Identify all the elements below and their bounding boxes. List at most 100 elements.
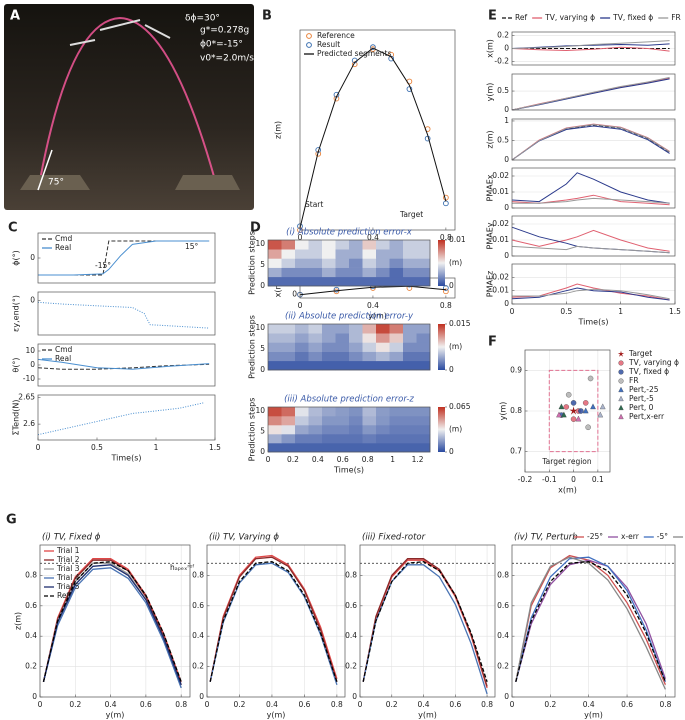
legend-label: FR (629, 376, 639, 385)
series-line (299, 47, 447, 229)
x-tick-label: 0.8 (175, 700, 187, 709)
axes-frame (39, 544, 191, 698)
heatmap-cell (362, 276, 377, 287)
legend-label: Trial 4 (56, 573, 80, 582)
legend-label: TV, varying ϕ (544, 13, 595, 22)
heatmap-cell (268, 258, 282, 268)
heatmap-cell (335, 324, 350, 334)
legend-label: Real (55, 243, 71, 252)
y-tick-label: 2.6 (23, 419, 35, 428)
y-tick-label: 0.4 (497, 631, 509, 640)
heatmap-cell (416, 276, 431, 287)
y-tick-label: 0.8 (345, 570, 357, 579)
heatmap-cell (349, 342, 363, 352)
y-tick-label: 0 (30, 253, 35, 262)
heatmap-cell (403, 267, 417, 278)
axes-frame (267, 406, 431, 453)
heatmap-cell (416, 407, 431, 417)
colorbar-tick-label: 0 (449, 365, 454, 374)
y-tick-label: 0.8 (192, 570, 204, 579)
y-tick-label: 0.01 (492, 235, 509, 244)
panel-letter: A (10, 9, 20, 24)
heatmap-cell (308, 407, 323, 417)
heatmap-cell (349, 324, 363, 334)
y-tick-label: 0 (352, 692, 357, 701)
series-line (511, 283, 670, 301)
x-tick-label: 0.2 (386, 700, 398, 709)
point (370, 44, 376, 50)
axes-frame (511, 263, 676, 305)
y-tick-label: 0.02 (492, 171, 509, 180)
axis-label: x(m) (558, 486, 577, 495)
heatmap-cell (403, 342, 417, 352)
heatmap-cell (268, 249, 282, 259)
axes-frame (511, 215, 676, 257)
annotation: Target region (541, 457, 592, 466)
heatmap-cell (335, 434, 350, 444)
x-tick-label: -0.1 (542, 475, 557, 484)
series-line (511, 287, 670, 301)
heatmap-cell (362, 249, 377, 259)
x-tick-label: 1 (154, 443, 159, 452)
colorbar-tick-label: 0.015 (449, 319, 471, 328)
heatmap-cell (389, 258, 404, 268)
heatmap-cell (416, 342, 431, 352)
series-line (37, 402, 204, 436)
axes-frame (267, 323, 431, 371)
heatmap-cell (295, 333, 309, 343)
x-tick-label: 0.5 (560, 307, 572, 316)
legend-label: TV, fixed ϕ (628, 367, 669, 376)
y-tick-label: 0 (504, 251, 509, 260)
panel-letter: C (8, 221, 18, 236)
point (563, 404, 570, 410)
heatmap-cell (389, 249, 404, 259)
heatmap-cell (308, 324, 323, 334)
heatmap-cell (268, 425, 282, 435)
series-line (299, 285, 446, 296)
panel-letter: F (488, 335, 497, 350)
axis-label: εy,end(°) (12, 295, 21, 332)
y-tick-label: -10 (23, 374, 35, 383)
point (618, 413, 624, 420)
heatmap-cell (403, 258, 417, 268)
heatmap-cell (281, 249, 296, 259)
y-tick-label: 0.2 (345, 662, 357, 671)
heatmap-cell (322, 249, 336, 259)
heatmap-cell (335, 240, 350, 250)
heatmap-cell (416, 416, 431, 426)
point (618, 378, 624, 384)
axes-frame (511, 118, 676, 161)
x-tick-label: 0 (38, 700, 43, 709)
series-line (362, 561, 488, 683)
heatmap-cell (322, 276, 336, 287)
x-tick-label: 0.4 (418, 700, 430, 709)
heatmap-cell (403, 407, 417, 417)
point (578, 408, 584, 414)
point (575, 415, 582, 422)
heatmap-cell (362, 360, 377, 371)
y-tick-label: -0.2 (494, 57, 509, 66)
chart-title: (iii) Fixed-rotor (362, 533, 426, 543)
x-tick-label: 1.5 (209, 443, 221, 452)
heatmap-cell (295, 276, 309, 287)
x-tick-label: 0.8 (331, 700, 343, 709)
heatmap-cell (308, 258, 323, 268)
x-tick-label: 0 (571, 475, 576, 484)
heatmap-cell (376, 240, 390, 250)
plot-area (512, 545, 675, 697)
axes-frame (511, 31, 676, 66)
y-tick-label: 0 (260, 447, 265, 456)
heatmap-cell (268, 324, 282, 334)
point (556, 411, 562, 418)
series-line (42, 564, 182, 686)
legend-label: TV, varying ϕ (628, 358, 679, 367)
x-tick-label: 0.6 (140, 700, 152, 709)
heatmap-cell (281, 240, 296, 250)
chart-title: (i) Absolute prediction error-x (286, 228, 413, 238)
legend-label: Real (55, 354, 71, 363)
heatmap-cell (416, 249, 431, 259)
x-tick-label: 0.8 (440, 233, 452, 242)
axes-frame (511, 544, 676, 698)
series-line (512, 197, 670, 204)
